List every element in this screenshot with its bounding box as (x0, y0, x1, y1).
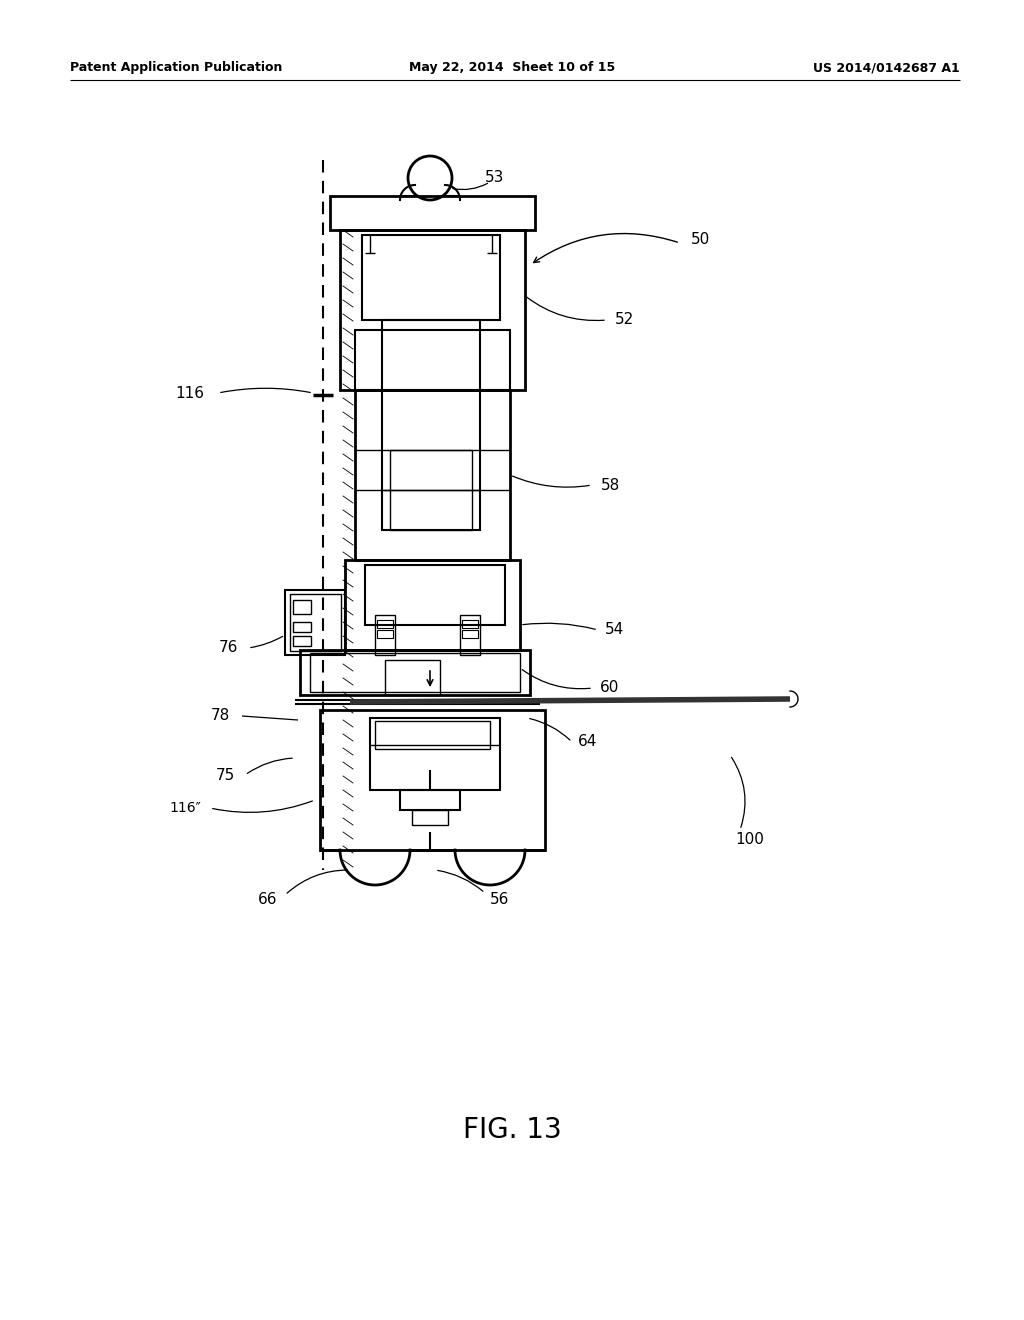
Text: 60: 60 (600, 681, 620, 696)
Bar (375, 721, 490, 748)
Bar (462, 620, 478, 628)
Bar (460, 615, 480, 655)
Bar (412, 810, 449, 825)
Text: 116″: 116″ (169, 801, 201, 814)
Text: Patent Application Publication: Patent Application Publication (70, 62, 283, 74)
Bar (362, 235, 500, 319)
Bar (370, 718, 500, 789)
Bar (285, 590, 345, 655)
Text: 76: 76 (218, 640, 238, 656)
Bar (310, 653, 520, 692)
Bar (293, 622, 311, 632)
Text: May 22, 2014  Sheet 10 of 15: May 22, 2014 Sheet 10 of 15 (409, 62, 615, 74)
Bar (290, 594, 341, 651)
Text: 53: 53 (485, 170, 505, 186)
Text: 78: 78 (210, 709, 229, 723)
Bar (377, 630, 393, 638)
Text: 56: 56 (490, 892, 510, 908)
Bar (382, 319, 480, 531)
Text: 64: 64 (579, 734, 598, 750)
Text: 116: 116 (175, 385, 205, 400)
Bar (390, 450, 472, 531)
Bar (293, 601, 311, 614)
Bar (355, 389, 510, 560)
Text: 66: 66 (258, 892, 278, 908)
Bar (293, 636, 311, 645)
Bar (319, 710, 545, 850)
Bar (385, 660, 440, 696)
Bar (330, 195, 535, 230)
Text: 100: 100 (735, 833, 765, 847)
Bar (355, 330, 510, 389)
Bar (375, 615, 395, 655)
Text: US 2014/0142687 A1: US 2014/0142687 A1 (813, 62, 961, 74)
Text: 54: 54 (605, 623, 625, 638)
Text: 50: 50 (690, 232, 710, 248)
Text: 75: 75 (215, 767, 234, 783)
Bar (377, 620, 393, 628)
Bar (345, 560, 520, 649)
Text: 58: 58 (600, 478, 620, 492)
Text: FIG. 13: FIG. 13 (463, 1115, 561, 1144)
Bar (400, 789, 460, 810)
Bar (462, 630, 478, 638)
Text: 52: 52 (615, 313, 635, 327)
Bar (365, 565, 505, 624)
Bar (300, 649, 530, 696)
Bar (340, 230, 525, 389)
